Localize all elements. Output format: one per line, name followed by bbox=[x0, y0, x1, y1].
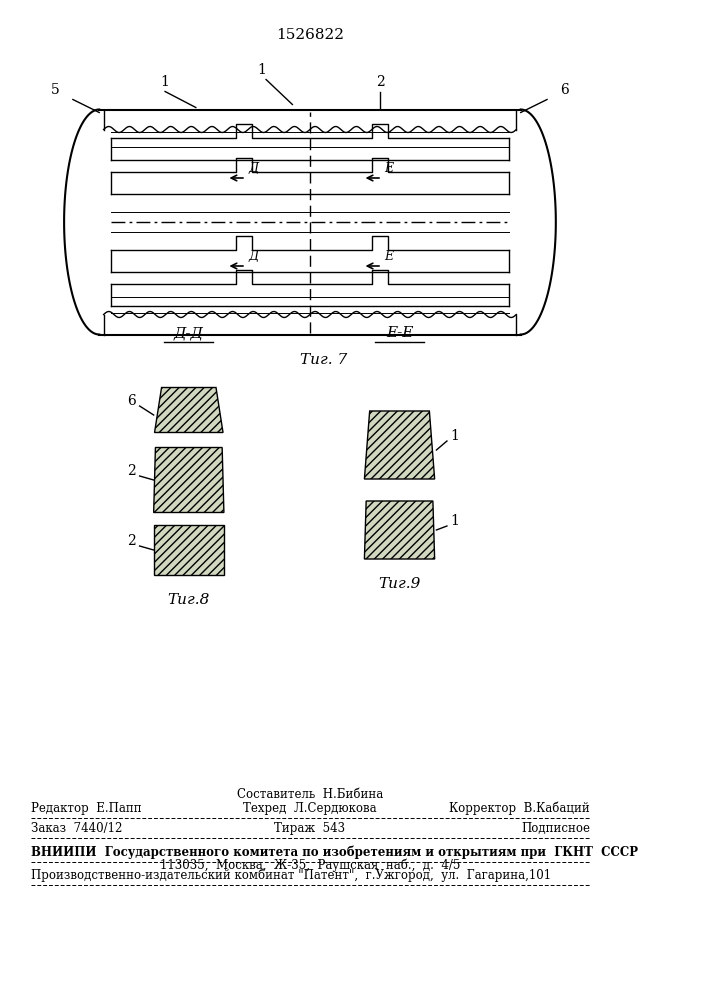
Text: Е: Е bbox=[385, 250, 394, 263]
Text: Τиг.9: Τиг.9 bbox=[378, 577, 421, 591]
Text: Τиг. 7: Τиг. 7 bbox=[300, 353, 346, 366]
Text: 2: 2 bbox=[376, 76, 385, 90]
Text: ВНИИПИ  Государственного комитета по изобретениям и открытиям при  ГКНТ  СССР: ВНИИПИ Государственного комитета по изоб… bbox=[30, 846, 638, 859]
Text: Подписное: Подписное bbox=[521, 822, 590, 835]
Text: 2: 2 bbox=[127, 464, 136, 478]
Bar bbox=[153, 525, 224, 575]
Text: Д: Д bbox=[248, 162, 259, 175]
Text: 6: 6 bbox=[127, 394, 136, 408]
Text: Д: Д bbox=[248, 250, 259, 263]
Polygon shape bbox=[153, 448, 224, 512]
Text: Производственно-издательский комбинат "Патент",  г.Ужгород,  ул.  Гагарина,101: Производственно-издательский комбинат "П… bbox=[30, 868, 551, 882]
Text: 1: 1 bbox=[450, 429, 460, 443]
Text: Техред  Л.Сердюкова: Техред Л.Сердюкова bbox=[243, 802, 377, 815]
Text: 113035,  Москва,  Ж-35,  Раушская  наб.,  д.  4/5: 113035, Москва, Ж-35, Раушская наб., д. … bbox=[160, 858, 460, 872]
Text: Корректор  В.Кабаций: Корректор В.Кабаций bbox=[450, 802, 590, 815]
Text: Е: Е bbox=[385, 162, 394, 175]
Text: 5: 5 bbox=[51, 84, 59, 98]
Text: 6: 6 bbox=[560, 84, 569, 98]
Text: 2: 2 bbox=[127, 534, 136, 548]
Text: 1: 1 bbox=[450, 514, 460, 528]
Text: Д-Д: Д-Д bbox=[174, 326, 204, 340]
Text: Составитель  Н.Бибина: Составитель Н.Бибина bbox=[237, 788, 383, 801]
Text: 1: 1 bbox=[257, 64, 266, 78]
Polygon shape bbox=[155, 387, 223, 432]
Text: Редактор  Е.Папп: Редактор Е.Папп bbox=[30, 802, 141, 815]
Text: Заказ  7440/12: Заказ 7440/12 bbox=[30, 822, 122, 835]
Text: 1: 1 bbox=[160, 76, 170, 90]
Polygon shape bbox=[364, 411, 435, 479]
Text: Тираж  543: Тираж 543 bbox=[274, 822, 346, 835]
Text: Е-Е: Е-Е bbox=[386, 326, 413, 340]
Polygon shape bbox=[364, 501, 435, 559]
Text: 1526822: 1526822 bbox=[276, 28, 344, 42]
Text: Τиг.8: Τиг.8 bbox=[168, 593, 210, 607]
